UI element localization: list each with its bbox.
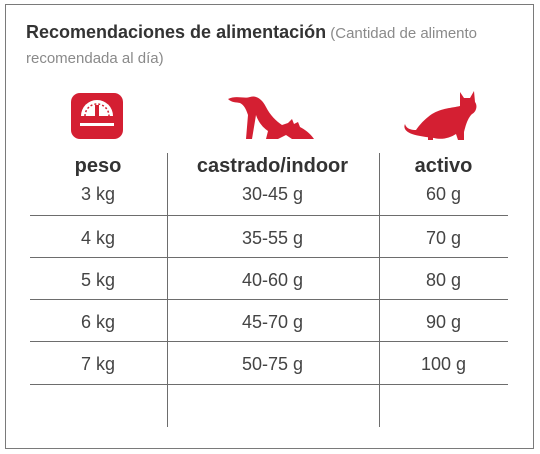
stretching-cat-icon (228, 96, 314, 139)
row-divider (30, 299, 508, 300)
row-divider (30, 341, 508, 342)
row-divider (30, 257, 508, 258)
column-divider (379, 153, 380, 427)
activo-amount-cell: 100 g (420, 354, 467, 374)
castrado-amount-cell: 35-55 g (241, 228, 304, 248)
castrado-amount-cell: 30-45 g (241, 184, 304, 204)
feeding-heading: Recomendaciones de alimentación (Cantida… (26, 20, 496, 71)
row-divider (30, 215, 508, 216)
feeding-card (5, 4, 534, 449)
column-header-peso: peso (74, 155, 122, 177)
column-header-activo: activo (414, 155, 473, 177)
activo-amount-cell: 70 g (425, 228, 462, 248)
column-header-castrado: castrado/indoor (196, 155, 349, 177)
activo-amount-cell: 80 g (425, 270, 462, 290)
weight-cell: 3 kg (80, 184, 116, 204)
sitting-cat-icon (404, 91, 477, 140)
activo-amount-cell: 60 g (425, 184, 462, 204)
weight-cell: 5 kg (80, 270, 116, 290)
row-divider (30, 384, 508, 385)
castrado-amount-cell: 40-60 g (241, 270, 304, 290)
weight-cell: 7 kg (80, 354, 116, 374)
scale-icon (71, 93, 123, 139)
castrado-amount-cell: 50-75 g (241, 354, 304, 374)
weight-cell: 6 kg (80, 312, 116, 332)
activo-amount-cell: 90 g (425, 312, 462, 332)
heading-note: (Cantidad de alimento recomendada al día… (26, 25, 478, 67)
column-divider (167, 153, 168, 427)
heading-title: Recomendaciones de alimentación (26, 22, 327, 42)
weight-cell: 4 kg (80, 228, 116, 248)
castrado-amount-cell: 45-70 g (241, 312, 304, 332)
